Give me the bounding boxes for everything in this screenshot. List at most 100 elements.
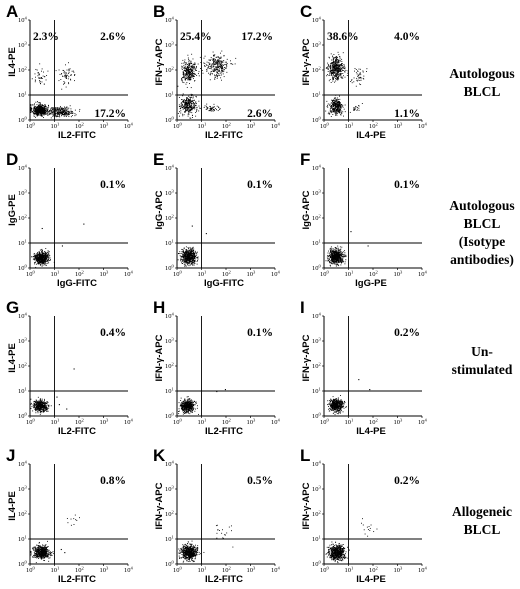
data-point (184, 259, 186, 261)
data-point (62, 110, 64, 112)
data-point (192, 257, 194, 259)
data-point (187, 260, 189, 261)
data-point (337, 110, 339, 112)
data-point (214, 78, 216, 80)
data-point (336, 251, 338, 253)
data-point (337, 253, 339, 255)
data-point (188, 64, 190, 66)
data-point (193, 259, 195, 261)
data-point (34, 81, 36, 83)
data-point (349, 111, 351, 113)
data-point (42, 264, 44, 266)
data-point (189, 257, 191, 259)
data-point (335, 111, 337, 113)
data-point (337, 264, 339, 266)
data-point (209, 63, 211, 65)
data-point (39, 258, 41, 260)
data-point (339, 64, 341, 66)
data-point (46, 254, 48, 256)
data-point (38, 406, 39, 408)
x-tick-label: 101 (198, 122, 207, 131)
data-point (194, 261, 196, 263)
data-point (338, 249, 339, 251)
data-point (331, 72, 333, 74)
data-point (189, 110, 190, 111)
data-point (40, 259, 42, 261)
data-point (208, 68, 210, 69)
data-point (40, 401, 42, 403)
data-point (189, 260, 191, 262)
data-point (184, 62, 186, 63)
data-point (42, 402, 44, 403)
data-point (194, 258, 196, 260)
data-point (358, 107, 360, 109)
data-point (43, 110, 45, 112)
data-point (193, 74, 195, 76)
x-axis-label: IgG-FITC (204, 278, 244, 289)
data-point (189, 68, 191, 70)
data-point (217, 60, 219, 62)
data-point (215, 68, 217, 70)
data-point (61, 111, 63, 113)
data-point (38, 74, 40, 76)
data-point (38, 259, 40, 261)
data-point (338, 68, 340, 70)
data-point (36, 407, 38, 408)
data-point (221, 68, 223, 70)
data-point (340, 70, 342, 72)
data-point (185, 76, 187, 78)
data-point (198, 110, 200, 112)
data-point (32, 410, 34, 412)
data-point (331, 247, 333, 249)
data-point (333, 258, 335, 260)
data-point (38, 108, 40, 110)
data-point (41, 404, 43, 406)
data-point (206, 68, 208, 70)
data-point (188, 256, 190, 258)
data-point (42, 402, 44, 404)
data-point (337, 97, 339, 99)
data-point (340, 114, 342, 116)
data-point (46, 109, 48, 111)
data-point (187, 64, 188, 65)
data-point (339, 75, 341, 77)
data-point (43, 405, 45, 407)
data-point (35, 110, 37, 112)
data-point (351, 82, 353, 84)
data-point (189, 105, 191, 107)
data-point (192, 254, 194, 256)
data-point (55, 108, 57, 110)
data-point (184, 253, 186, 255)
data-point (193, 264, 195, 266)
data-point (43, 251, 45, 253)
data-point (66, 75, 68, 76)
data-point (188, 69, 190, 71)
data-point (339, 72, 341, 74)
data-point (189, 259, 191, 261)
data-point (330, 252, 332, 254)
panel-letter: H (153, 298, 165, 317)
data-point (337, 257, 339, 259)
data-point (223, 70, 225, 72)
quadrant-percent-upper-left: 38.6% (327, 31, 359, 43)
data-point (353, 109, 355, 111)
data-point (47, 260, 48, 262)
data-point (183, 255, 185, 257)
data-point (185, 99, 187, 101)
data-point (40, 412, 42, 414)
data-point (216, 68, 218, 70)
y-tick-label: 104 (18, 164, 28, 173)
data-point (185, 253, 187, 255)
data-point (197, 257, 199, 259)
data-point (44, 104, 46, 106)
data-point (39, 411, 41, 413)
data-point (65, 112, 67, 114)
data-point (182, 107, 184, 108)
data-point (338, 67, 340, 69)
data-point (182, 254, 184, 256)
data-point (220, 74, 222, 76)
data-point (185, 249, 187, 251)
data-point (192, 255, 194, 257)
data-point (336, 59, 338, 61)
data-point (179, 253, 181, 255)
